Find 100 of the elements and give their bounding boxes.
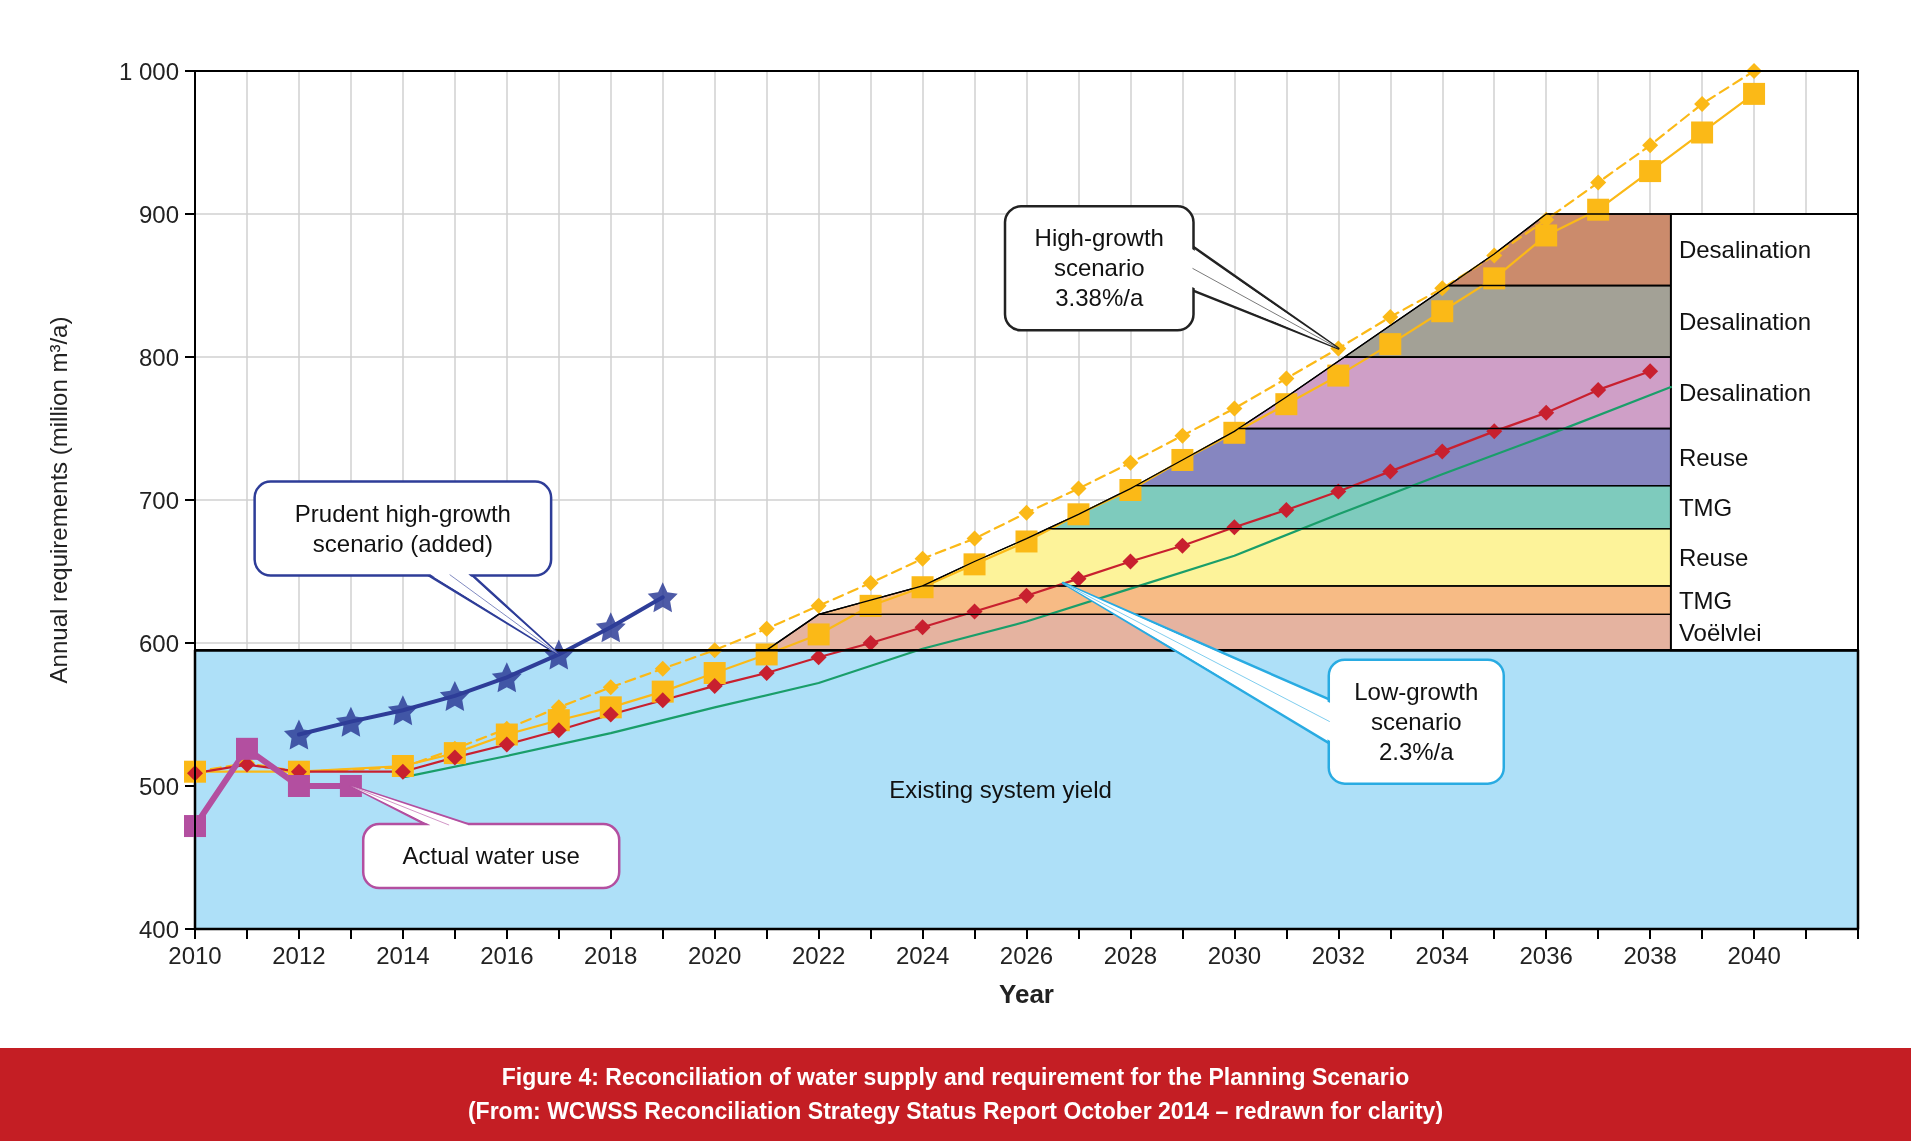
point [963, 553, 986, 576]
y-tick-label: 600 [138, 629, 179, 657]
point [1642, 363, 1659, 380]
point [807, 623, 830, 646]
point [335, 706, 366, 737]
x-tick-label: 2016 [480, 941, 534, 969]
annotation: High-growth scenario 3.38%/a [1034, 224, 1164, 312]
x-tick-label: 2038 [1623, 941, 1677, 969]
x-tick-label: 2032 [1311, 941, 1366, 969]
x-tick-label: 2010 [168, 941, 222, 969]
x-tick-label: 2020 [687, 941, 742, 969]
y-tick-label: 900 [138, 200, 179, 228]
point [387, 695, 418, 726]
point [1486, 423, 1503, 440]
point [1538, 404, 1555, 421]
x-tick-label: 2040 [1727, 941, 1781, 969]
point [1174, 537, 1191, 554]
point [810, 649, 827, 666]
point [602, 679, 619, 696]
point [703, 662, 726, 685]
point [1694, 95, 1711, 112]
point [1431, 300, 1454, 323]
x-tick-label: 2034 [1415, 941, 1469, 969]
point [439, 680, 470, 711]
series-label: Desalination [1678, 379, 1812, 407]
point [491, 662, 522, 693]
point [1278, 370, 1295, 387]
point [758, 620, 775, 637]
annotation: Low-growth scenario 2.3%/a [1354, 677, 1479, 765]
point [1018, 587, 1035, 604]
point [1122, 553, 1139, 570]
point [1587, 198, 1610, 221]
point [706, 677, 723, 694]
point [862, 635, 879, 651]
point [1018, 504, 1035, 521]
point [1691, 121, 1714, 144]
point [498, 736, 515, 753]
annotation: Prudent high-growth scenario (added) [294, 499, 511, 557]
point [1434, 443, 1451, 460]
point [339, 775, 362, 797]
point [1535, 224, 1558, 247]
point [1119, 478, 1142, 501]
x-tick-label: 2024 [895, 941, 950, 969]
y-tick-label: 700 [138, 486, 179, 514]
point [1174, 427, 1191, 444]
series-label: Reuse [1678, 543, 1749, 571]
point [1330, 483, 1347, 500]
point [1590, 381, 1607, 398]
y-tick-label: 1 000 [118, 57, 179, 85]
y-tick-label: 400 [138, 915, 179, 943]
series-label: Reuse [1678, 443, 1749, 471]
point [1483, 267, 1506, 290]
series-label: Existing system yield [889, 776, 1112, 804]
x-tick-label: 2022 [791, 941, 846, 969]
x-tick-label: 2018 [584, 941, 638, 969]
y-tick-label: 800 [138, 343, 179, 371]
point [654, 660, 671, 677]
annotation: Actual water use [402, 842, 580, 870]
point [287, 775, 310, 797]
y-tick-label: 500 [138, 772, 179, 800]
point [911, 576, 934, 599]
point [1070, 570, 1087, 587]
point [1171, 448, 1194, 471]
point [1639, 160, 1662, 183]
text: (From: WCWSS Reconciliation Strategy Status Report October 2014 – redrawn for clarity) [466, 1097, 1445, 1126]
point [758, 665, 775, 682]
text: Figure 4: Reconciliation of water supply and requirement for the Planning Scenario [500, 1063, 1411, 1092]
point [647, 582, 678, 613]
point [550, 722, 567, 739]
point [914, 550, 931, 567]
point [1642, 137, 1659, 154]
point [1226, 400, 1243, 417]
series-label: Desalination [1678, 307, 1812, 335]
x-tick-label: 2014 [376, 941, 430, 969]
point [283, 719, 314, 750]
point [1327, 364, 1350, 387]
point [862, 574, 879, 591]
point [914, 619, 931, 636]
x-tick-label: 2026 [999, 941, 1054, 969]
x-axis-title: Year [999, 979, 1054, 1009]
point [1070, 480, 1087, 497]
series-label: TMG [1678, 586, 1733, 614]
point [810, 597, 827, 614]
series-label: Voëlvlei [1678, 618, 1762, 646]
point [595, 612, 626, 643]
point [1122, 454, 1139, 471]
point [1590, 174, 1607, 191]
point [1743, 82, 1766, 105]
point [1382, 308, 1399, 325]
point [1067, 503, 1090, 526]
point [184, 815, 206, 838]
series-label: TMG [1678, 493, 1733, 521]
point [1379, 333, 1402, 356]
point [1223, 421, 1246, 444]
x-tick-label: 2012 [272, 941, 326, 969]
point [235, 737, 258, 760]
series-label: Desalination [1678, 236, 1812, 264]
point [1278, 502, 1295, 519]
point [966, 603, 983, 620]
x-tick-label: 2030 [1207, 941, 1262, 969]
